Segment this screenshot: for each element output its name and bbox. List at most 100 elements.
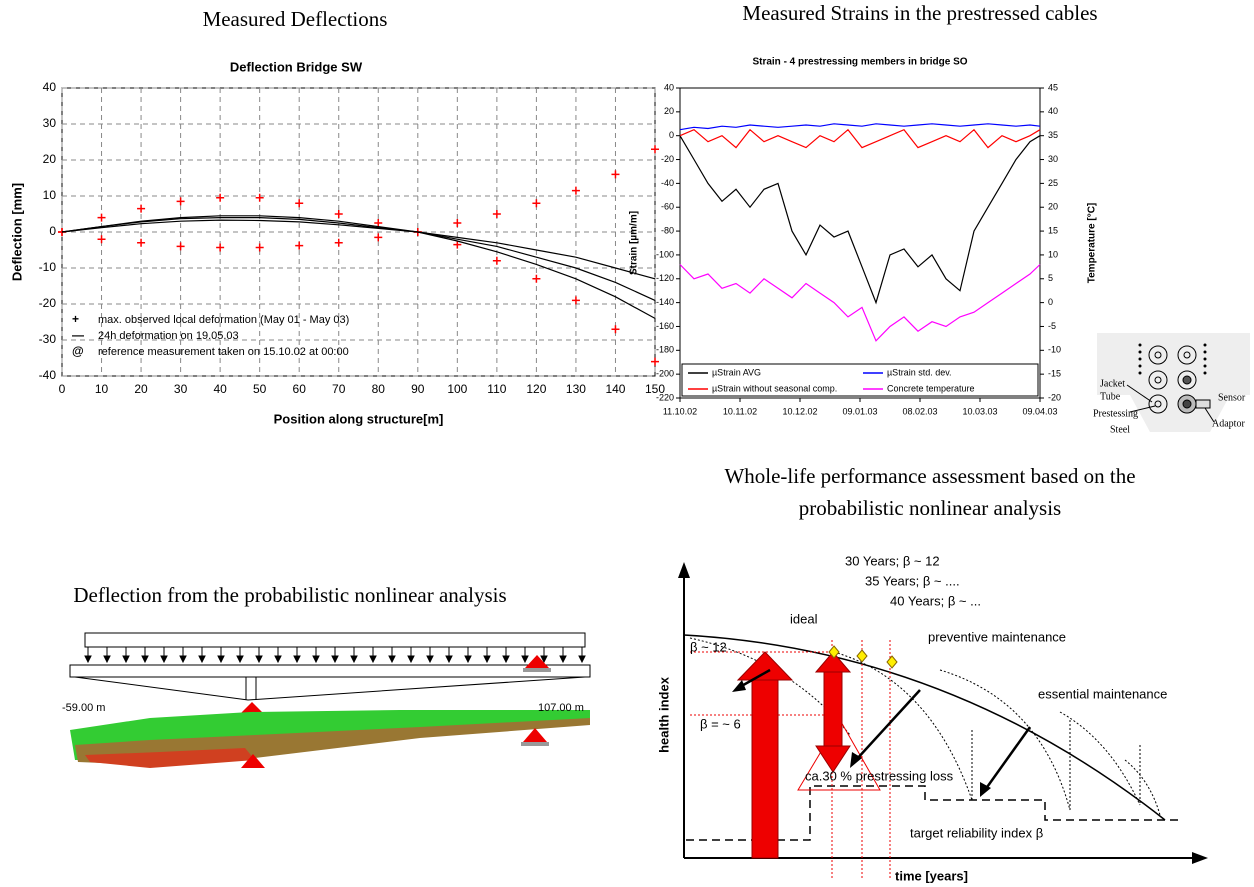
- y2-tick-label: 25: [1048, 178, 1058, 188]
- load-head: [85, 656, 91, 662]
- section-label: Steel: [1110, 424, 1130, 435]
- x-tick-label: 10: [95, 382, 109, 396]
- y-tick-label: -40: [661, 178, 674, 188]
- y-tick-label: -200: [656, 369, 674, 379]
- annotation: 40 Years; β ~ ...: [890, 593, 981, 608]
- y2-tick-label: 15: [1048, 225, 1058, 235]
- span-label: -59.00 m: [62, 702, 105, 714]
- annotation: target reliability index β: [910, 825, 1043, 840]
- annotation: 30 Years; β ~ 12: [845, 553, 940, 568]
- load-head: [560, 656, 566, 662]
- legend-label: max. observed local deformation (May 01 …: [98, 314, 349, 326]
- axis-label: health index: [656, 676, 671, 753]
- load-head: [237, 656, 243, 662]
- legend-label: Concrete temperature: [887, 383, 975, 393]
- x-tick-label: 10.12.02: [782, 406, 817, 416]
- x-tick-label: 130: [566, 382, 586, 396]
- span-label: 107.00 m: [538, 702, 584, 714]
- chart-title: Deflection Bridge SW: [230, 59, 363, 74]
- y-tick-label: 20: [664, 106, 674, 116]
- chart-title: Strain - 4 prestressing members in bridg…: [752, 57, 967, 68]
- annotation: preventive maintenance: [928, 629, 1066, 644]
- x-tick-label: 20: [134, 382, 148, 396]
- assessment-diagram: 30 Years; β ~ 12 35 Years; β ~ .... 40 Y…: [656, 553, 1208, 883]
- heading: Deflection from the probabilistic nonlin…: [73, 583, 506, 607]
- y-tick-label: -120: [656, 273, 674, 283]
- x-tick-label: 50: [253, 382, 267, 396]
- load-head: [275, 656, 281, 662]
- x-tick-label: 60: [293, 382, 307, 396]
- y-tick-label: 10: [43, 188, 57, 202]
- heading: Whole-life performance assessment based …: [724, 464, 1135, 488]
- x-tick-label: 100: [447, 382, 467, 396]
- cable-section: Jacket Tube Prestessing Steel Sensor Ada…: [1093, 333, 1250, 435]
- legend-symbol: +: [72, 312, 79, 326]
- legend-label: µStrain std. dev.: [887, 367, 952, 377]
- load-head: [522, 656, 528, 662]
- legend-label: µStrain without seasonal comp.: [712, 383, 837, 393]
- y-tick-label: 30: [43, 116, 57, 130]
- x-tick-label: 0: [59, 382, 66, 396]
- load-head: [427, 656, 433, 662]
- fe-model: -59.00 m 107.00 m: [62, 633, 590, 768]
- x-tick-label: 10.11.02: [723, 406, 757, 416]
- load-head: [332, 656, 338, 662]
- y2-tick-label: -15: [1048, 369, 1061, 379]
- annotation: β = ~ 6: [700, 716, 741, 731]
- y-tick-label: -160: [656, 321, 674, 331]
- y-axis-label: Deflection [mm]: [9, 183, 24, 281]
- heading: Measured Strains in the prestressed cabl…: [742, 1, 1097, 25]
- load-head: [370, 656, 376, 662]
- x-tick-label: 140: [605, 382, 625, 396]
- plot-frame: [680, 88, 1040, 398]
- y2-tick-label: -5: [1048, 321, 1056, 331]
- legend-symbol: —: [72, 328, 84, 342]
- x-tick-label: 30: [174, 382, 188, 396]
- y-tick-label: -80: [661, 225, 674, 235]
- page: {"headings": {"deflections": "Measured D…: [0, 0, 1254, 887]
- y-tick-label: 40: [43, 80, 57, 94]
- x-axis-label: Position along structure[m]: [274, 411, 444, 426]
- annotation: β ~ 12: [690, 639, 727, 654]
- load-head: [256, 656, 262, 662]
- heading: Measured Deflections: [203, 7, 388, 31]
- y-axis-label: Strain [µm/m]: [629, 211, 640, 275]
- y2-tick-label: -20: [1048, 392, 1061, 402]
- load-head: [142, 656, 148, 662]
- x-tick-label: 11.10.02: [663, 406, 697, 416]
- load-head: [484, 656, 490, 662]
- y2-tick-label: 40: [1048, 106, 1058, 116]
- y2-tick-label: 20: [1048, 202, 1058, 212]
- load-head: [161, 656, 167, 662]
- x-tick-label: 90: [411, 382, 425, 396]
- y-tick-label: -40: [39, 368, 57, 382]
- figure: Measured Deflections Measured Strains in…: [0, 0, 1254, 887]
- y-tick-label: -20: [39, 296, 57, 310]
- y-tick-label: -220: [656, 392, 674, 402]
- y2-tick-label: 30: [1048, 154, 1058, 164]
- load-head: [465, 656, 471, 662]
- annotation: essential maintenance: [1038, 686, 1167, 701]
- y-tick-label: -180: [656, 345, 674, 355]
- x-tick-label: 10.03.03: [962, 406, 997, 416]
- y-tick-label: -100: [656, 249, 674, 259]
- y2-axis-label: Temperature [°C]: [1087, 203, 1098, 284]
- load-head: [446, 656, 452, 662]
- load-head: [351, 656, 357, 662]
- x-tick-label: 80: [372, 382, 386, 396]
- load-head: [503, 656, 509, 662]
- section-label: Sensor: [1218, 392, 1246, 403]
- annotation: ca.30 % prestressing loss: [805, 768, 954, 783]
- load-head: [389, 656, 395, 662]
- y-tick-label: 40: [664, 82, 674, 92]
- y2-tick-label: 5: [1048, 273, 1053, 283]
- y-tick-label: 0: [49, 224, 56, 238]
- y2-tick-label: -10: [1048, 345, 1061, 355]
- legend-label: 24h deformation on 19.05.03: [98, 330, 239, 342]
- x-tick-label: 08.02.03: [902, 406, 937, 416]
- y2-tick-label: 35: [1048, 130, 1058, 140]
- load-head: [408, 656, 414, 662]
- y2-tick-label: 10: [1048, 249, 1058, 259]
- annotation: ideal: [790, 611, 818, 626]
- y-tick-label: -140: [656, 297, 674, 307]
